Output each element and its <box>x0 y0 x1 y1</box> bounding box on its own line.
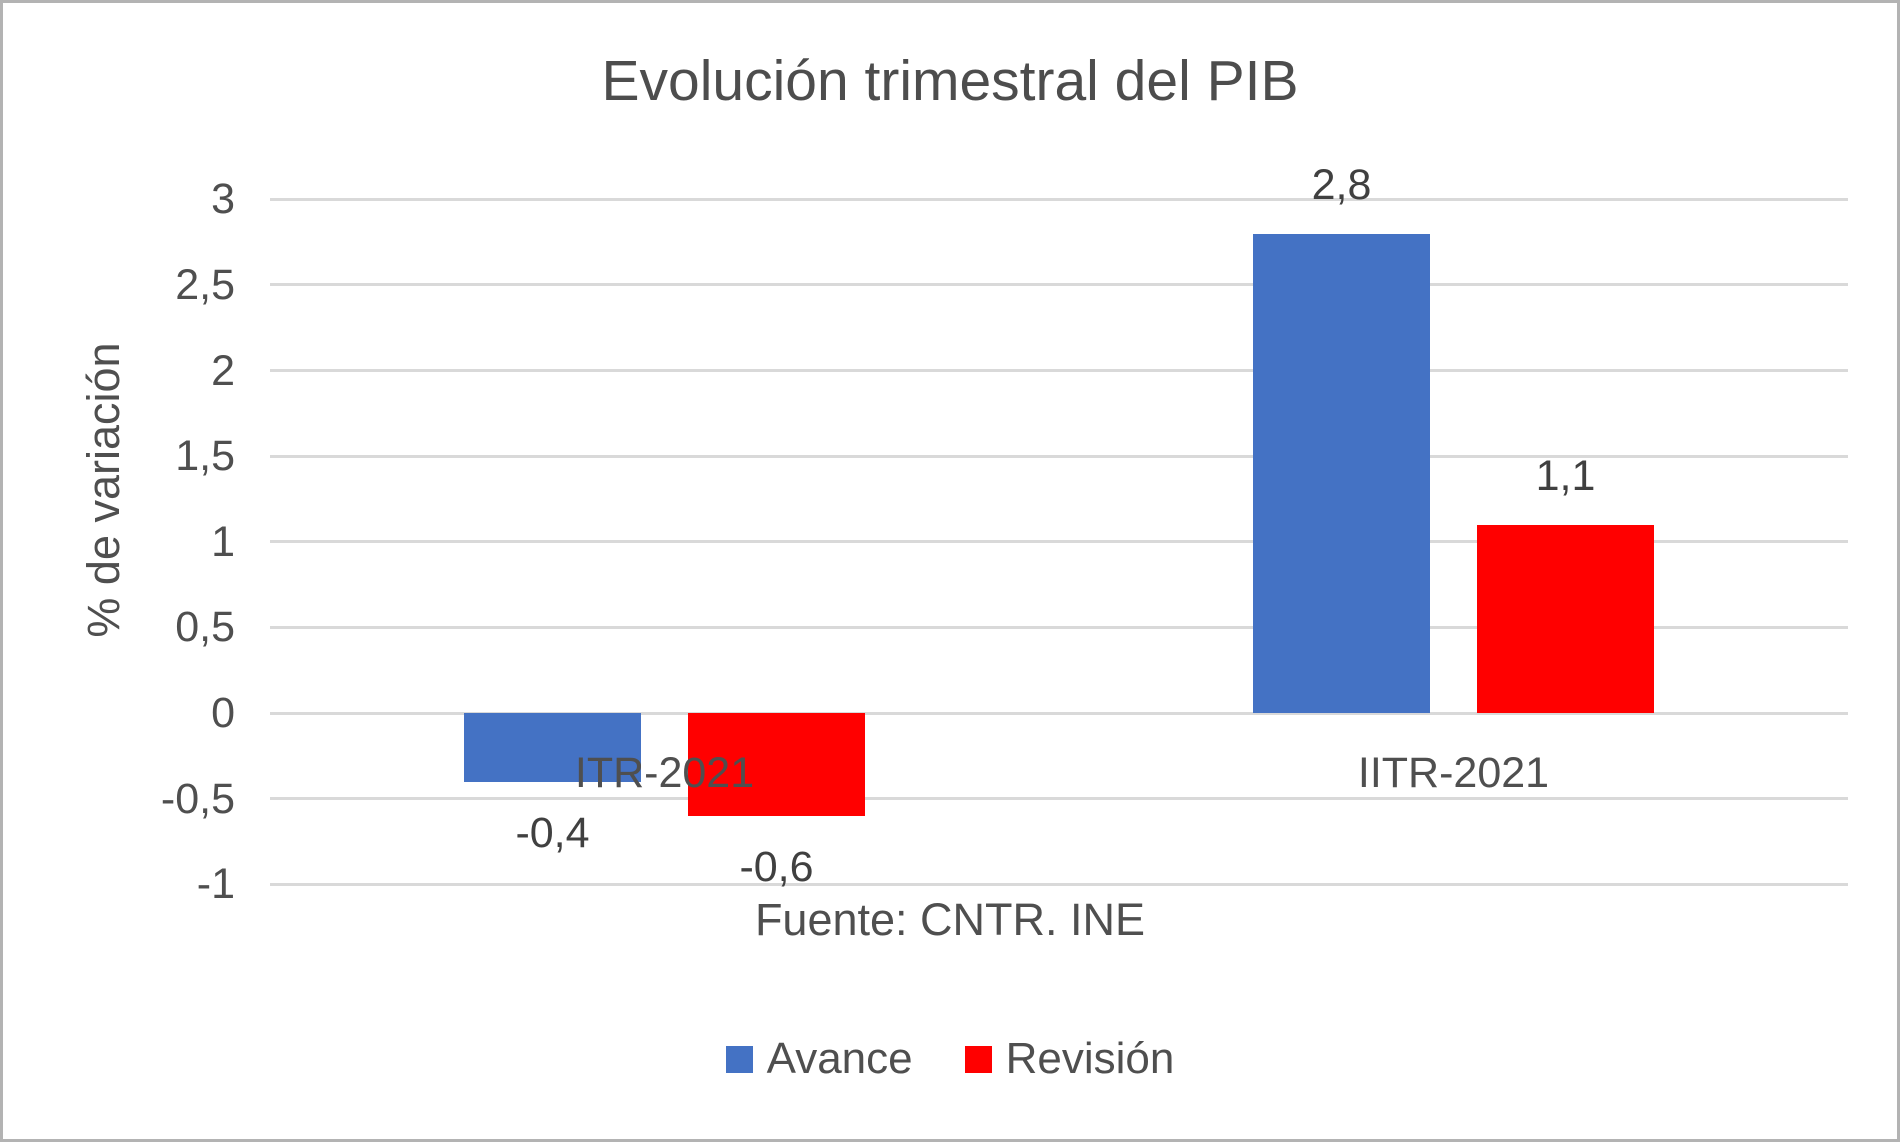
legend-label-revision: Revisión <box>1005 1034 1175 1083</box>
gridline <box>270 283 1848 287</box>
legend: Avance Revisión <box>3 1031 1897 1087</box>
y-tick-label: 2 <box>211 346 235 395</box>
data-label-avance-itr-2021: -0,4 <box>515 808 590 857</box>
data-label-avance-iitr-2021: 2,8 <box>1311 160 1372 209</box>
x-category-label-iitr-2021: IITR-2021 <box>1357 749 1550 797</box>
data-label-revisi-n-itr-2021: -0,6 <box>739 842 814 891</box>
revision-swatch-icon <box>964 1045 992 1073</box>
y-tick-label: 0,5 <box>175 603 235 652</box>
gridline <box>270 711 1848 715</box>
legend-item-revision: Revisión <box>964 1034 1175 1084</box>
bar-revisi-n-itr-2021 <box>688 713 865 816</box>
y-tick-label: 1 <box>211 517 235 566</box>
x-axis-title: Fuente: CNTR. INE <box>754 894 1146 945</box>
gridline <box>270 625 1848 629</box>
y-tick-label: 3 <box>211 175 235 224</box>
gridline <box>270 369 1848 372</box>
bar-avance-iitr-2021 <box>1253 233 1430 713</box>
y-tick-label: -0,5 <box>160 774 235 823</box>
plot-area: 3 2,5 2 1,5 1 0,5 0 -0,5 -1 -0,4 -0,6 ITR-2021 2,8 1,… <box>3 3 1897 1139</box>
y-tick-label: 1,5 <box>175 432 235 481</box>
gridline <box>270 454 1848 458</box>
legend-label-avance: Avance <box>766 1034 913 1083</box>
y-tick-label: -1 <box>196 860 235 909</box>
gridline <box>270 540 1848 544</box>
legend-item-avance: Avance <box>725 1034 913 1084</box>
y-tick-label: 0 <box>211 689 235 737</box>
gridline <box>270 882 1848 886</box>
gridline <box>270 797 1848 801</box>
data-label-revisi-n-iitr-2021: 1,1 <box>1535 451 1596 500</box>
y-axis-title: % de variación <box>78 342 129 638</box>
bar-avance-itr-2021 <box>464 713 641 782</box>
x-category-label-itr-2021: ITR-2021 <box>574 749 755 797</box>
bar-revisi-n-iitr-2021 <box>1477 524 1654 713</box>
chart-title: Evolución trimestral del PIB <box>601 49 1299 113</box>
y-tick-label: 2,5 <box>175 260 235 309</box>
gridline <box>270 197 1848 201</box>
avance-swatch-icon <box>725 1045 753 1073</box>
